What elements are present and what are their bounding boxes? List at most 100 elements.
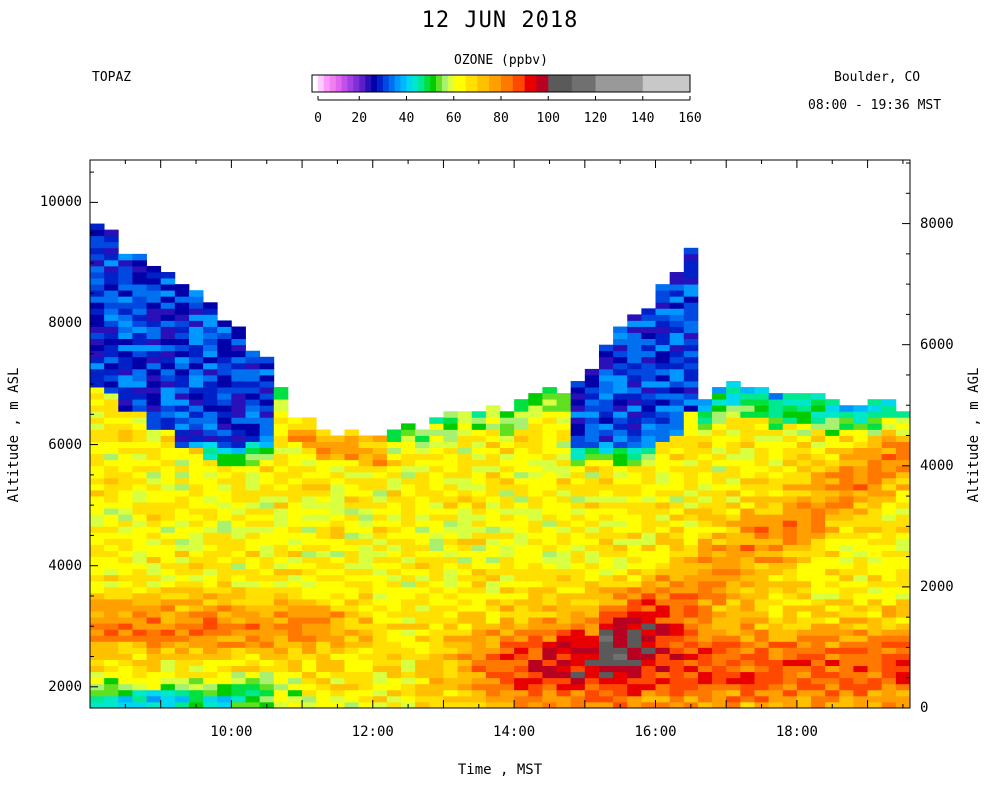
heatmap-cell <box>613 429 628 436</box>
heatmap-cell <box>302 653 317 660</box>
heatmap-cell <box>132 417 147 424</box>
heatmap-cell <box>839 647 854 654</box>
heatmap-cell <box>641 550 656 558</box>
heatmap-cell <box>344 647 360 654</box>
heatmap-cell <box>174 683 190 691</box>
heatmap-cell <box>598 605 614 612</box>
heatmap-cell <box>245 405 261 412</box>
heatmap-cell <box>881 429 897 436</box>
heatmap-cell <box>231 562 246 570</box>
heatmap-cell <box>160 483 176 491</box>
heatmap-cell <box>287 586 303 594</box>
heatmap-cell <box>556 611 572 618</box>
heatmap-cell <box>231 471 246 479</box>
heatmap-cell <box>655 653 671 660</box>
heatmap-cell <box>217 459 232 467</box>
plot-frame <box>89 159 911 709</box>
heatmap-cell <box>90 223 105 231</box>
heatmap-cell <box>627 459 642 467</box>
heatmap-cell <box>641 502 656 509</box>
heatmap-cell <box>542 683 557 691</box>
heatmap-cell <box>429 665 444 673</box>
heatmap-cell <box>613 417 628 424</box>
heatmap-cell <box>471 423 487 430</box>
heatmap-cell <box>330 665 345 673</box>
heatmap-cell <box>90 574 105 582</box>
heatmap-cell <box>754 532 770 539</box>
heatmap-cell <box>118 532 133 539</box>
heatmap-cell <box>584 465 600 473</box>
heatmap-cell <box>118 526 133 533</box>
heatmap-cell <box>118 502 133 509</box>
heatmap-cell <box>825 605 840 612</box>
heatmap-cell <box>641 453 656 461</box>
heatmap-cell <box>613 387 628 394</box>
heatmap-cell <box>386 520 402 527</box>
heatmap-cell <box>316 635 331 642</box>
heatmap-cell <box>683 465 699 473</box>
heatmap-cell <box>768 617 784 624</box>
heatmap-cell <box>443 605 458 612</box>
heatmap-cell <box>118 471 133 479</box>
heatmap-cell <box>881 550 897 558</box>
heatmap-cell <box>768 483 784 491</box>
heatmap-cell <box>500 653 515 660</box>
heatmap-cell <box>570 653 586 660</box>
heatmap-cell <box>811 574 826 582</box>
heatmap-cell <box>386 496 402 503</box>
heatmap-cell <box>613 635 628 642</box>
heatmap-cell <box>146 538 162 545</box>
heatmap-cell <box>316 623 331 630</box>
heatmap-cell <box>104 387 119 394</box>
heatmap-cell <box>273 629 289 636</box>
heatmap-cell <box>358 471 374 479</box>
heatmap-cell <box>188 502 204 509</box>
heatmap-cell <box>570 701 586 709</box>
heatmap-cell <box>754 538 770 545</box>
y-left-tick-label: 4000 <box>48 557 82 574</box>
heatmap-cell <box>188 695 204 703</box>
heatmap-cell <box>598 471 614 479</box>
heatmap-cell <box>118 538 133 545</box>
heatmap-cell <box>90 308 105 315</box>
heatmap-cell <box>231 629 246 636</box>
heatmap-cell <box>881 490 897 497</box>
heatmap-cell <box>740 471 755 479</box>
heatmap-cell <box>542 556 557 564</box>
heatmap-cell <box>613 689 628 697</box>
heatmap-cell <box>217 623 232 630</box>
heatmap-cell <box>881 502 897 509</box>
heatmap-cell <box>245 623 261 630</box>
heatmap-cell <box>146 302 162 309</box>
heatmap-cell <box>287 435 303 442</box>
heatmap-cell <box>471 514 487 521</box>
heatmap-cell <box>217 580 232 588</box>
heatmap-cell <box>514 580 529 588</box>
heatmap-cell <box>853 544 868 551</box>
heatmap-cell <box>344 586 360 594</box>
heatmap-cell <box>627 671 642 679</box>
heatmap-cell <box>471 453 487 461</box>
heatmap-cell <box>514 617 529 624</box>
heatmap-cell <box>160 508 176 515</box>
heatmap-cell <box>584 405 600 412</box>
heatmap-cell <box>203 435 218 442</box>
heatmap-cell <box>245 629 261 636</box>
heatmap-cell <box>401 465 416 473</box>
heatmap-cell <box>500 647 515 654</box>
heatmap-cell <box>768 665 784 673</box>
heatmap-cell <box>613 508 628 515</box>
heatmap-cell <box>655 477 671 485</box>
heatmap-cell <box>273 695 289 703</box>
heatmap-cell <box>118 362 133 370</box>
heatmap-cell <box>811 695 826 703</box>
heatmap-cell <box>372 599 388 606</box>
heatmap-cell <box>118 272 133 279</box>
heatmap-cell <box>259 683 275 691</box>
heatmap-cell <box>401 695 416 703</box>
heatmap-cell <box>839 471 854 479</box>
heatmap-cell <box>217 441 232 449</box>
heatmap-cell <box>188 514 204 521</box>
heatmap-cell <box>90 338 105 346</box>
heatmap-cell <box>584 544 600 551</box>
